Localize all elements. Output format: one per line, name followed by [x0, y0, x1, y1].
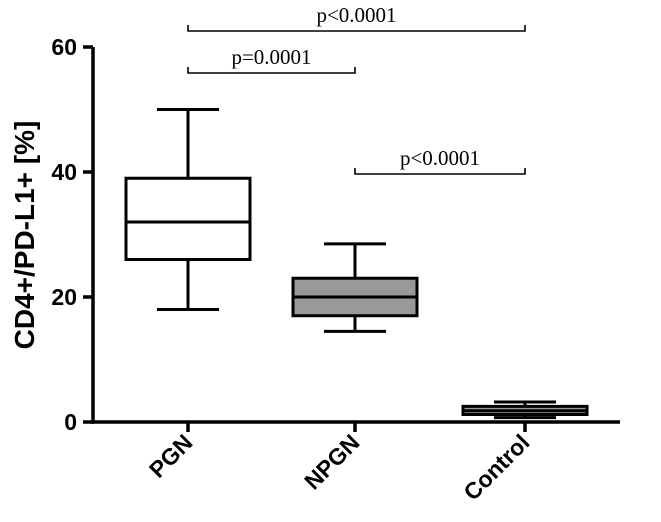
- p-value-label: p=0.0001: [231, 45, 311, 69]
- y-tick-label: 0: [64, 409, 77, 435]
- y-tick-label: 60: [51, 34, 77, 60]
- p-value-label: p<0.0001: [316, 3, 396, 27]
- bracket-line: [187, 67, 356, 74]
- x-tick-label: NPGN: [299, 429, 364, 494]
- significance-bracket: p<0.0001: [354, 146, 526, 175]
- y-tick-label: 40: [51, 159, 77, 185]
- box-npgn: [291, 242, 419, 333]
- box-pgn: [124, 108, 252, 311]
- significance-bracket: p=0.0001: [187, 45, 356, 74]
- p-value-label: p<0.0001: [400, 146, 480, 170]
- bracket-line: [187, 25, 526, 32]
- bracket-line: [354, 168, 526, 175]
- x-tick-label: PGN: [144, 429, 198, 483]
- y-axis-label: CD4+/PD-L1+ [%]: [9, 121, 40, 350]
- axes: 0 20 40 60 PGN NPGN Control: [51, 34, 620, 505]
- box-control: [461, 400, 589, 420]
- iqr-box: [124, 176, 252, 261]
- significance-bracket: p<0.0001: [187, 3, 526, 32]
- y-tick-label: 20: [51, 284, 77, 310]
- plot-marks: [124, 108, 589, 420]
- x-tick-label: Control: [458, 429, 534, 505]
